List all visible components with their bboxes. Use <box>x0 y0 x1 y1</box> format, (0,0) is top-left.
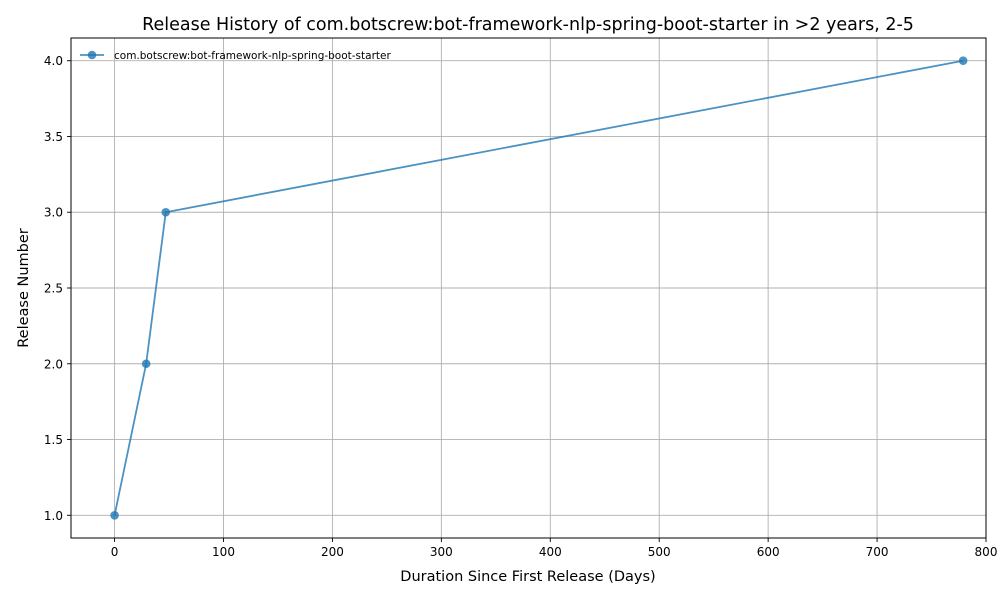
data-point <box>958 56 968 66</box>
y-tick-label: 3.5 <box>44 130 63 144</box>
y-tick-label: 1.0 <box>44 509 63 523</box>
chart-title: Release History of com.botscrew:bot-fram… <box>142 15 914 35</box>
x-tick-label: 0 <box>111 545 119 559</box>
x-tick-label: 400 <box>539 545 562 559</box>
x-tick-label: 200 <box>321 545 344 559</box>
x-tick-label: 300 <box>430 545 453 559</box>
series-layer <box>110 56 968 520</box>
y-tick-label: 4.0 <box>44 54 63 68</box>
x-tick-label: 600 <box>757 545 780 559</box>
data-point <box>161 207 171 217</box>
x-tick-label: 700 <box>866 545 889 559</box>
y-axis-ticks: 1.0 1.5 2.0 2.5 3.0 3.5 4.0 <box>44 54 71 523</box>
data-point <box>141 359 151 369</box>
y-tick-label: 1.5 <box>44 433 63 447</box>
series-line <box>113 59 964 516</box>
y-tick-label: 3.0 <box>44 206 63 220</box>
grid-lines <box>71 38 987 538</box>
legend-label: com.botscrew:bot-framework-nlp-spring-bo… <box>114 50 391 62</box>
legend-marker-swatch <box>87 50 97 60</box>
data-point <box>110 510 119 520</box>
y-tick-label: 2.5 <box>44 282 63 296</box>
x-tick-label: 100 <box>212 545 235 559</box>
y-axis-title: Release Number <box>16 228 32 348</box>
x-axis-ticks: 0 100 200 300 400 500 600 700 800 <box>111 538 998 559</box>
legend: com.botscrew:bot-framework-nlp-spring-bo… <box>80 50 391 62</box>
x-tick-label: 800 <box>975 545 998 559</box>
y-tick-label: 2.0 <box>44 357 63 371</box>
x-tick-label: 500 <box>648 545 671 559</box>
x-axis-title: Duration Since First Release (Days) <box>400 569 655 585</box>
